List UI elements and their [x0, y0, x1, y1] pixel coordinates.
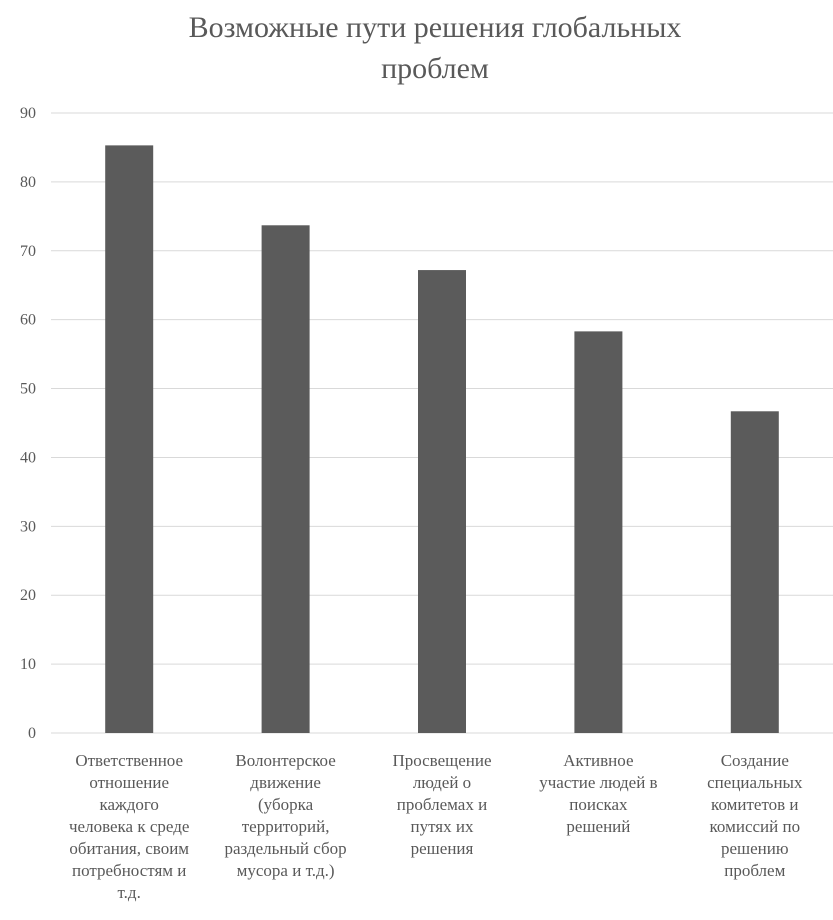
x-tick-label-line: территорий,: [242, 817, 330, 836]
x-tick-label: Просвещение людей о проблемах и путях их реш…: [392, 751, 491, 858]
y-tick-label: 40: [20, 449, 36, 466]
x-tick-label-line: (уборка: [258, 795, 314, 814]
y-tick-label: 70: [20, 243, 36, 260]
x-tick-label-line: Активное: [563, 751, 633, 770]
x-tick-label-line: Ответственное: [75, 751, 183, 770]
y-tick-label: 30: [20, 518, 36, 535]
chart-title-line-2: проблем: [381, 52, 489, 85]
x-tick-label-line: отношение: [89, 773, 169, 792]
x-tick-label-line: потребностям и: [72, 861, 186, 880]
x-tick-label-line: комитетов и: [711, 795, 798, 814]
x-tick-label-line: мусора и т.д.): [237, 861, 335, 880]
x-tick-label-line: специальных: [707, 773, 803, 792]
y-tick-label: 80: [20, 174, 36, 191]
x-tick-label-line: решения: [411, 839, 474, 858]
x-tick-label-line: решений: [566, 817, 630, 836]
x-tick-label: Волонтерское движение (уборка территорий, ра…: [225, 751, 347, 880]
y-tick-label: 20: [20, 587, 36, 604]
x-tick-label-line: Создание: [721, 751, 789, 770]
y-tick-label: 0: [28, 725, 36, 742]
x-tick-label-line: Просвещение: [392, 751, 491, 770]
x-tick-label: Активное участие людей в поисках решений: [539, 751, 657, 836]
chart-title-line-1: Возможные пути решения глобальных: [189, 11, 682, 44]
y-axis-ticks: 0 10 20 30 40 50 60 70 80 90: [20, 105, 36, 742]
x-tick-label-line: путях их: [411, 817, 474, 836]
x-tick-label-line: т.д.: [118, 883, 141, 902]
x-tick-label-line: раздельный сбор: [225, 839, 347, 858]
bar: [418, 270, 466, 733]
y-tick-label: 60: [20, 312, 36, 329]
x-tick-label: Ответственное отношение каждого человека к …: [69, 751, 189, 902]
y-tick-label: 10: [20, 656, 36, 673]
bar: [105, 145, 154, 733]
bar: [574, 331, 623, 733]
x-tick-label-line: проблем: [724, 861, 785, 880]
x-tick-label-line: комиссий по: [710, 817, 801, 836]
y-tick-label: 90: [20, 105, 36, 122]
chart-title: Возможные пути решения глобальных пробле…: [189, 11, 682, 85]
x-tick-label-line: людей о: [413, 773, 471, 792]
bar: [730, 411, 779, 733]
x-tick-label-line: обитания, своим: [69, 839, 189, 858]
x-tick-label-line: движение: [250, 773, 321, 792]
x-tick-label-line: участие людей в: [539, 773, 657, 792]
x-tick-label: Создание специальных комитетов и комиссий п…: [707, 751, 803, 880]
x-tick-label-line: Волонтерское: [235, 751, 335, 770]
x-tick-label-line: поисках: [569, 795, 628, 814]
x-tick-label-line: проблемах и: [397, 795, 487, 814]
y-tick-label: 50: [20, 381, 36, 398]
x-axis-labels: Ответственное отношение каждого человека к …: [69, 751, 803, 902]
bar: [261, 225, 310, 734]
bars: [105, 145, 779, 734]
x-tick-label-line: решению: [721, 839, 789, 858]
x-tick-label-line: каждого: [99, 795, 159, 814]
x-tick-label-line: человека к среде: [69, 817, 189, 836]
